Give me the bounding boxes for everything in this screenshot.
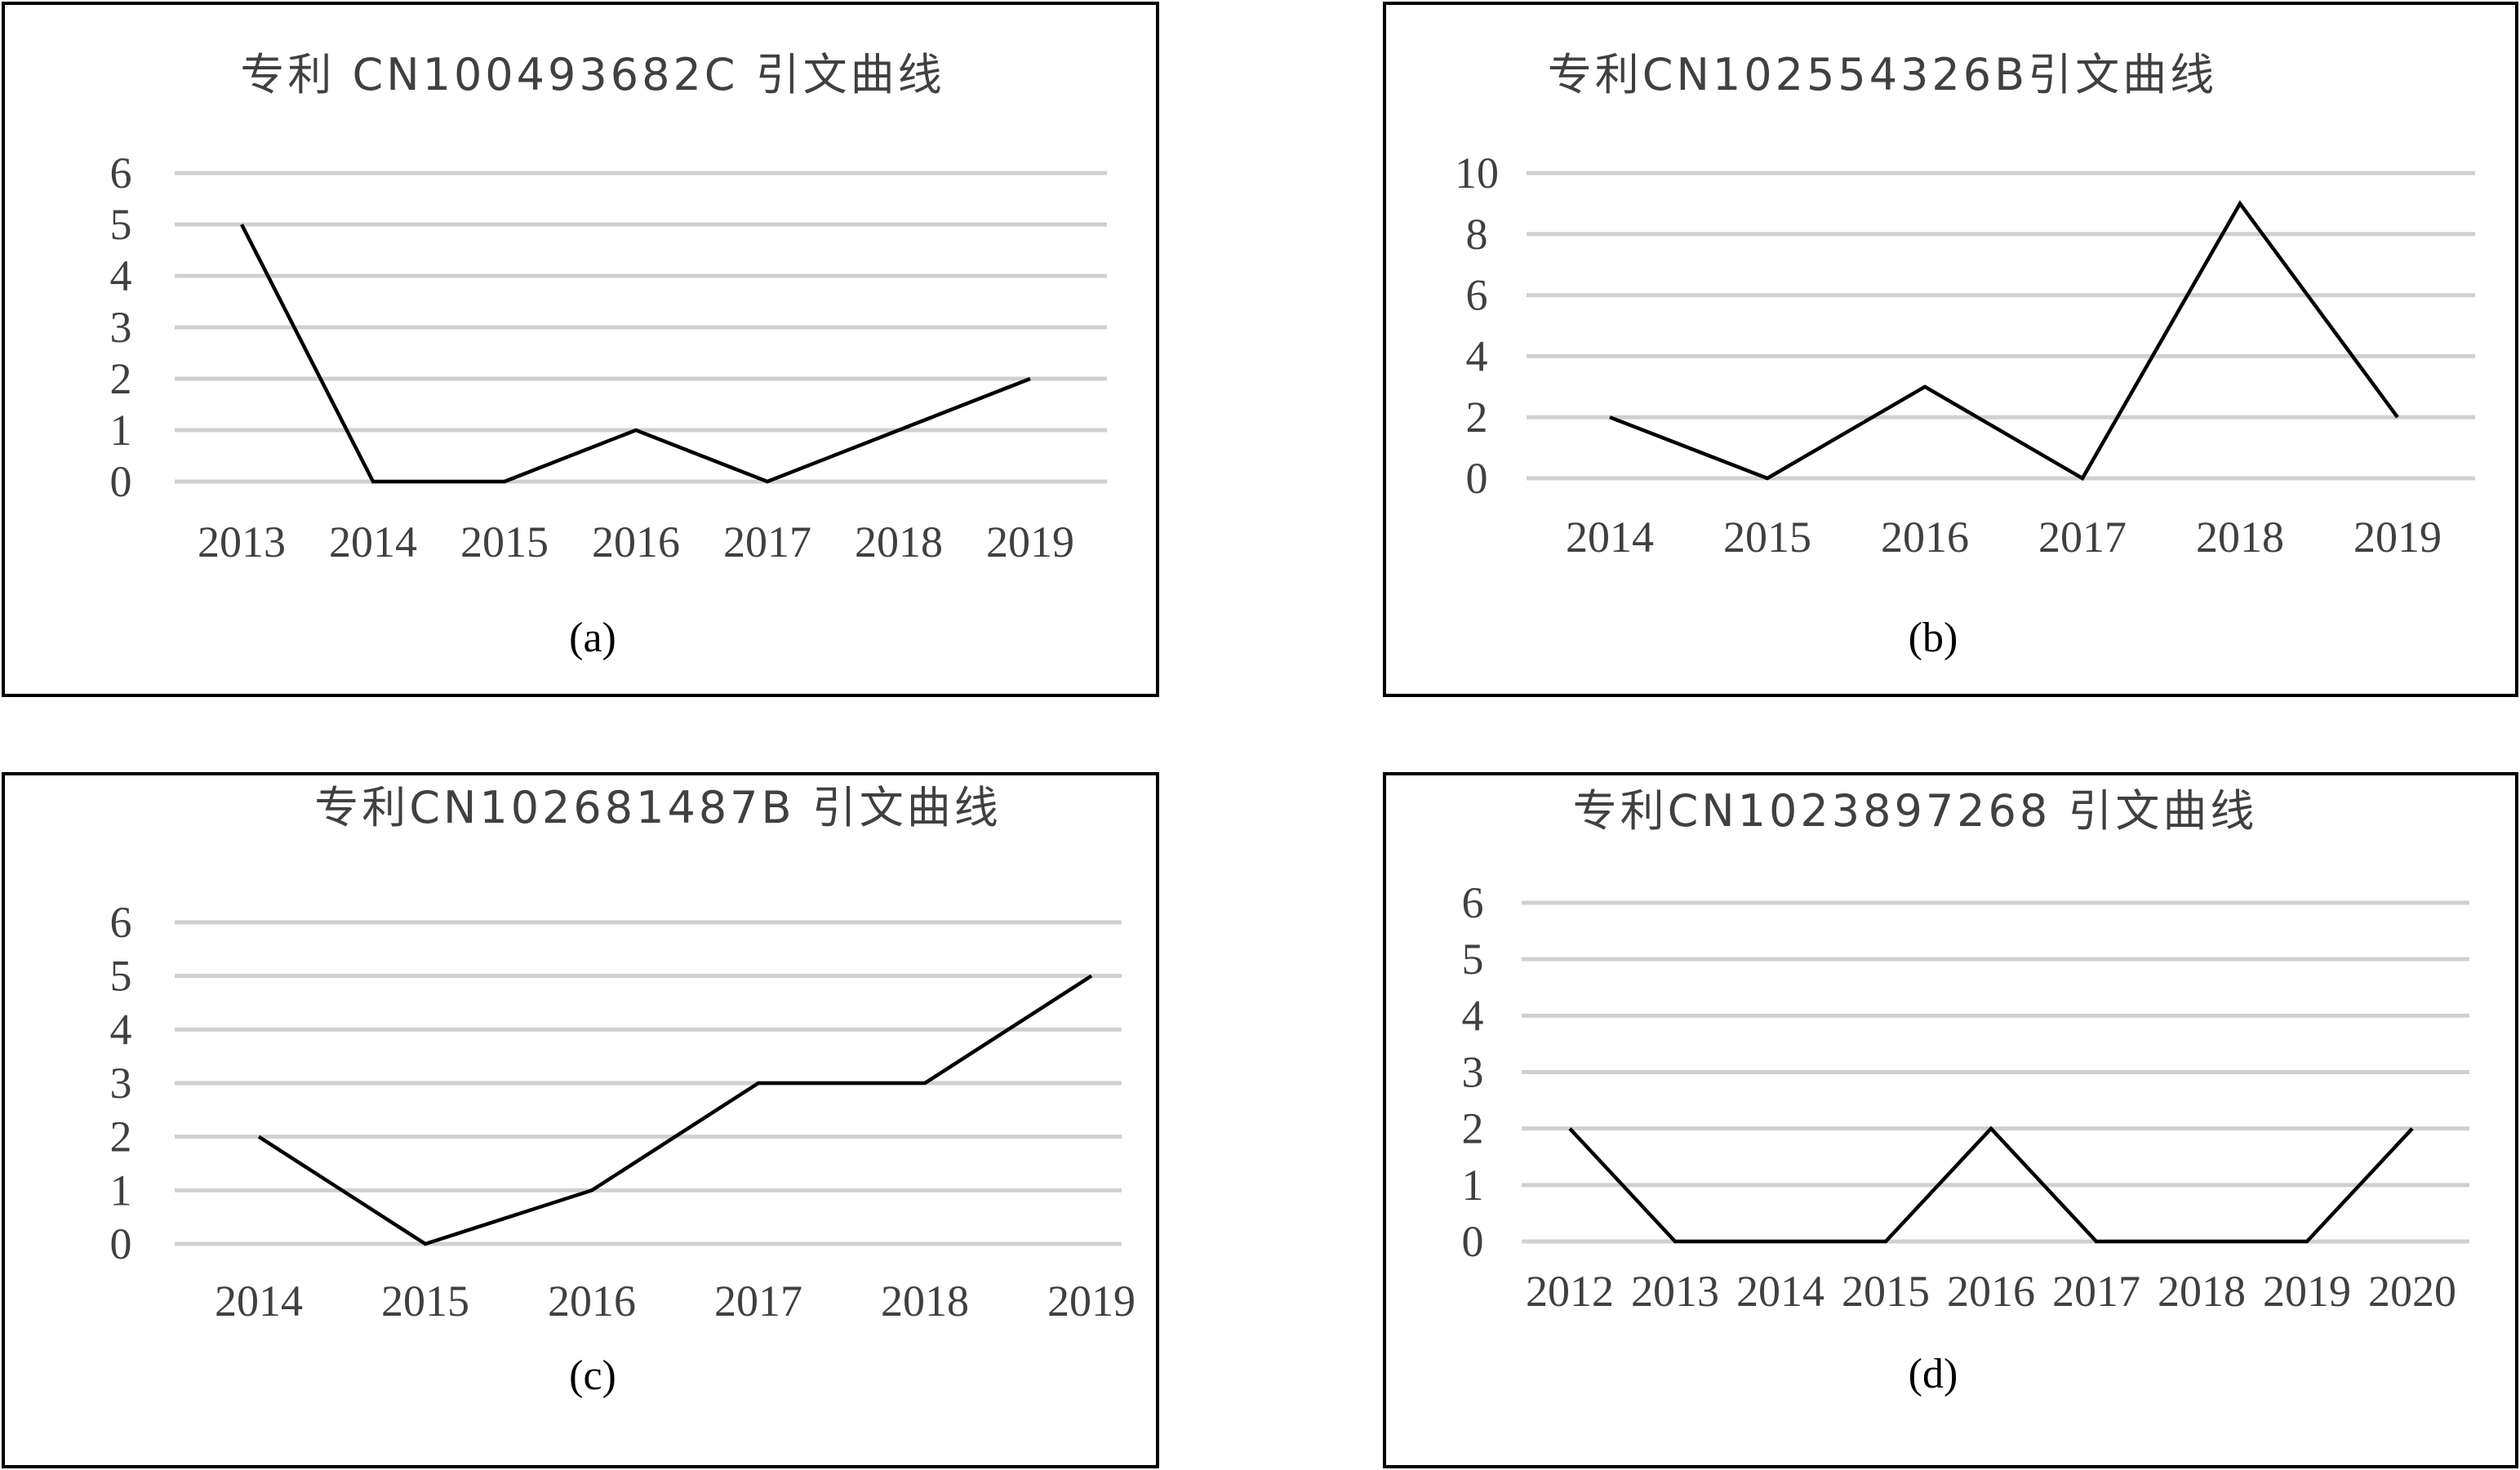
series-group	[239, 223, 1031, 484]
x-tick-label: 2016	[548, 1277, 636, 1326]
y-tick-label: 5	[1462, 935, 1484, 984]
x-axis-ticks: 2013 2014 2015 2016 2017 2018 2019	[198, 517, 1074, 566]
x-tick-label: 2015	[381, 1277, 469, 1326]
x-tick-label: 2013	[1631, 1267, 1719, 1316]
series-line	[257, 974, 1093, 1246]
x-axis-ticks: 2014 2015 2016 2017 2018 2019	[1566, 513, 2442, 562]
y-tick-label: 1	[1462, 1161, 1484, 1210]
x-tick-label: 2018	[881, 1277, 969, 1326]
gridlines	[1522, 900, 2469, 1244]
chart-caption: (d)	[1909, 1351, 1958, 1397]
x-axis-ticks: 2012 2013 2014 2015 2016 2017 2018 2019 2020	[1526, 1267, 2456, 1316]
chart-svg-d: 专利CN1023897268 引文曲线 (d) 0 1 2 3 4 5 6 2012 2013…	[1462, 785, 2469, 1397]
series-line	[1609, 200, 2399, 482]
y-tick-label: 5	[110, 200, 132, 249]
y-tick-label: 0	[110, 457, 132, 506]
chart-svg-c: 专利CN102681487B 引文曲线 (c) 01 23 45 6 2014 2015…	[110, 782, 1136, 1399]
series-group	[257, 974, 1093, 1246]
y-tick-label: 1	[110, 406, 132, 455]
x-tick-label: 2016	[1947, 1267, 2035, 1316]
y-axis-ticks: 0 1 2 3 4 5 6	[1462, 878, 1484, 1266]
chart-caption: (a)	[569, 615, 616, 661]
x-tick-label: 2020	[2368, 1267, 2456, 1316]
x-tick-label: 2018	[2158, 1267, 2246, 1316]
series-group	[1568, 1126, 2414, 1244]
x-tick-label: 2013	[198, 517, 286, 566]
chart-panel-d: 专利CN1023897268 引文曲线 (d) 0 1 2 3 4 5 6 2012 2013…	[1383, 772, 2518, 1468]
gridlines	[175, 920, 1122, 1246]
x-tick-label: 2015	[1723, 513, 1811, 562]
y-axis-ticks: 0 2 4 6 8 10	[1455, 149, 1499, 503]
chart-caption: (c)	[569, 1352, 616, 1399]
y-tick-label: 4	[110, 251, 132, 300]
x-tick-label: 2016	[1881, 513, 1969, 562]
x-tick-label: 2017	[2052, 1267, 2140, 1316]
y-tick-label: 2	[110, 1112, 132, 1161]
x-tick-label: 2018	[855, 517, 943, 566]
series-group	[1609, 200, 2399, 482]
y-tick-label: 0	[110, 1219, 132, 1268]
series-line	[239, 223, 1031, 484]
y-tick-label: 4	[110, 1005, 132, 1054]
chart-title: 专利CN102681487B 引文曲线	[314, 782, 1002, 833]
y-tick-label: 0	[1462, 1217, 1484, 1266]
x-tick-label: 2019	[986, 517, 1074, 566]
y-tick-label: 6	[1462, 878, 1484, 927]
chart-caption: (b)	[1909, 615, 1958, 661]
x-tick-label: 2015	[460, 517, 549, 566]
x-tick-label: 2019	[2263, 1267, 2351, 1316]
y-tick-label: 4	[1466, 331, 1488, 380]
y-tick-label: 5	[110, 952, 132, 1001]
x-axis-ticks: 2014 2015 2016 2017 2018 2019	[215, 1277, 1136, 1326]
chart-title: 专利CN1023897268 引文曲线	[1573, 785, 2258, 837]
x-tick-label: 2014	[1566, 513, 1654, 562]
x-tick-label: 2015	[1842, 1267, 1930, 1316]
y-tick-label: 2	[1466, 393, 1488, 442]
x-tick-label: 2014	[215, 1277, 303, 1326]
y-tick-label: 2	[1462, 1104, 1484, 1153]
y-tick-label: 6	[110, 149, 132, 198]
y-tick-label: 3	[110, 1059, 132, 1108]
gridlines	[1527, 171, 2475, 481]
y-tick-label: 0	[1466, 454, 1488, 503]
x-tick-label: 2018	[2196, 513, 2284, 562]
y-tick-label: 6	[110, 898, 132, 947]
chart-title: 专利CN102554326B引文曲线	[1548, 49, 2217, 100]
x-tick-label: 2014	[1736, 1267, 1824, 1316]
y-tick-label: 8	[1466, 210, 1488, 259]
y-tick-label: 10	[1455, 149, 1499, 198]
y-tick-label: 6	[1466, 271, 1488, 320]
x-tick-label: 2017	[714, 1277, 802, 1326]
x-tick-label: 2019	[1047, 1277, 1136, 1326]
y-axis-ticks: 01 23 45 6	[110, 898, 132, 1268]
x-tick-label: 2012	[1526, 1267, 1614, 1316]
x-tick-label: 2016	[592, 517, 680, 566]
y-tick-label: 3	[110, 303, 132, 352]
y-tick-label: 4	[1462, 991, 1484, 1040]
x-tick-label: 2017	[2038, 513, 2127, 562]
y-tick-label: 1	[110, 1166, 132, 1215]
chart-panel-b: 专利CN102554326B引文曲线 (b) 0 2 4 6 8 10 2014 2015 2…	[1383, 2, 2518, 697]
y-tick-label: 3	[1462, 1048, 1484, 1097]
y-tick-label: 2	[110, 354, 132, 403]
x-tick-label: 2017	[723, 517, 811, 566]
chart-title: 专利 CN100493682C 引文曲线	[240, 49, 944, 100]
gridlines	[175, 171, 1107, 484]
x-tick-label: 2014	[329, 517, 417, 566]
x-tick-label: 2019	[2353, 513, 2442, 562]
